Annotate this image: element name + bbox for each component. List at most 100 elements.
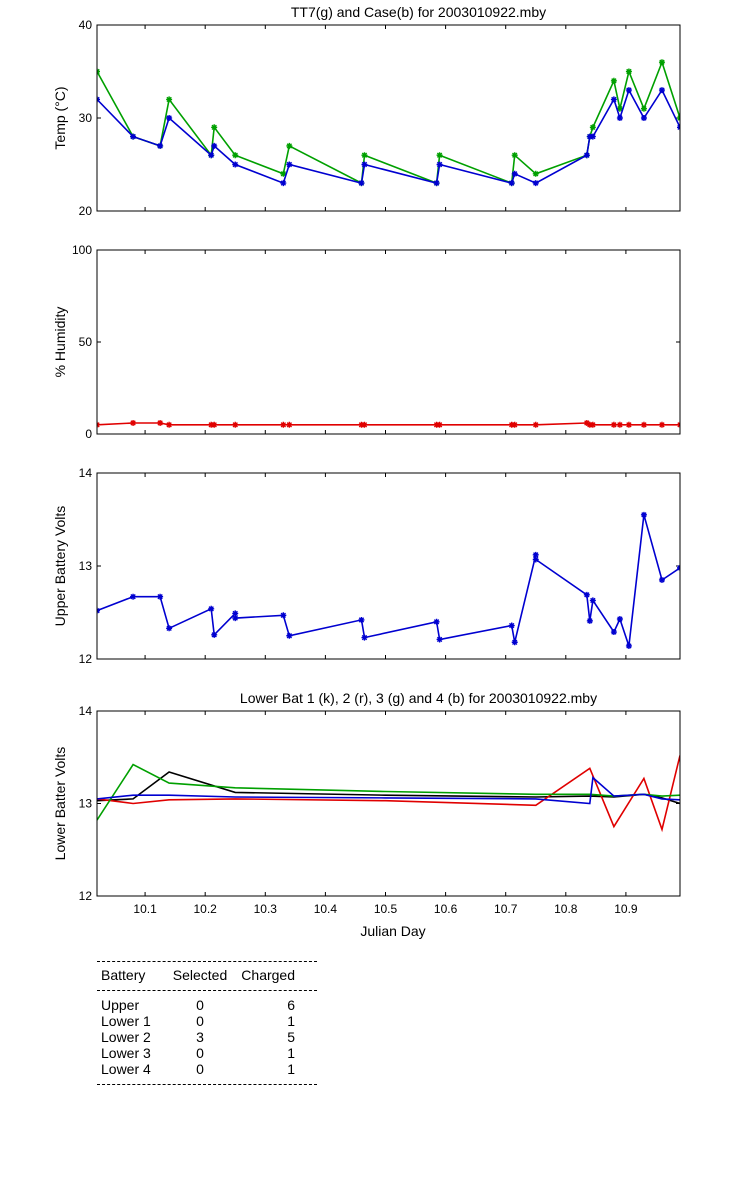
y-tick-label: 40: [79, 18, 93, 32]
series-line: [97, 59, 680, 185]
x-tick-label: 10.1: [133, 902, 157, 916]
data-point: [589, 124, 596, 131]
table-body: Upper 0 6 Lower 1 0 1 Lower 2 3 5 Lower …: [97, 991, 317, 1084]
data-point: [658, 421, 665, 428]
data-point: [658, 59, 665, 66]
data-point: [640, 105, 647, 112]
cell-charged: 5: [287, 1029, 295, 1045]
data-point: [532, 180, 539, 187]
chart-title: TT7(g) and Case(b) for 2003010922.mby: [291, 4, 546, 20]
data-point: [166, 625, 173, 632]
y-axis-label: Temp (°C): [52, 86, 68, 149]
x-axis-label: Julian Day: [360, 923, 425, 939]
data-point: [508, 622, 515, 629]
data-point: [508, 421, 515, 428]
table-header-rule: [97, 990, 317, 991]
cell-battery: Lower 4: [101, 1061, 151, 1077]
data-point: [610, 421, 617, 428]
y-tick-label: 14: [79, 704, 93, 718]
data-point: [166, 115, 173, 121]
cell-selected: 0: [196, 997, 204, 1013]
cell-battery: Lower 3: [101, 1045, 151, 1061]
cell-charged: 1: [287, 1013, 295, 1029]
data-point: [511, 152, 518, 159]
series-line: [97, 755, 680, 833]
data-point: [361, 161, 368, 168]
data-point: [166, 421, 173, 428]
y-axis-label: % Humidity: [52, 307, 68, 378]
cell-selected: 3: [196, 1029, 204, 1045]
x-tick-label: 10.5: [374, 902, 398, 916]
data-point: [286, 632, 293, 639]
data-point: [511, 421, 518, 428]
data-point: [361, 634, 368, 641]
plot-frame: [96, 24, 681, 212]
x-tick-label: 10.7: [494, 902, 518, 916]
x-tick-label: 10.6: [434, 902, 458, 916]
data-point: [625, 421, 632, 428]
data-point: [658, 576, 665, 583]
data-point: [586, 133, 593, 140]
series-1: [97, 511, 680, 649]
data-point: [232, 161, 239, 168]
chart-panel-2: 0 50 100 % Humidity: [52, 243, 681, 441]
data-point: [586, 617, 593, 624]
y-tick-label: 13: [79, 559, 93, 573]
data-point: [583, 419, 590, 426]
header-charged: Charged: [241, 967, 295, 983]
table-row: Lower 1 0 1: [97, 1013, 317, 1029]
data-point: [157, 419, 164, 426]
table-bottom-rule: [97, 1084, 317, 1085]
series-2: [97, 755, 680, 833]
data-point: [232, 152, 239, 159]
data-point: [532, 170, 539, 177]
data-point: [280, 170, 287, 177]
data-point: [625, 642, 632, 649]
data-point: [625, 68, 632, 75]
data-point: [616, 105, 623, 112]
data-point: [511, 170, 518, 177]
plot-frame: [96, 249, 681, 435]
data-point: [436, 161, 443, 168]
table-header-row: Battery Selected Charged: [97, 962, 317, 990]
data-point: [433, 421, 440, 428]
table-top-rule: [97, 961, 317, 962]
data-point: [433, 180, 440, 187]
data-point: [616, 616, 623, 623]
data-point: [583, 152, 590, 159]
y-axis-label: Lower Batter Volts: [52, 747, 68, 861]
data-point: [640, 511, 647, 518]
data-point: [610, 629, 617, 636]
data-point: [658, 87, 665, 94]
data-point: [610, 96, 617, 103]
data-point: [361, 421, 368, 428]
data-point: [280, 180, 287, 187]
cell-selected: 0: [196, 1045, 204, 1061]
series-line: [97, 775, 680, 805]
data-point: [436, 152, 443, 159]
series-1: [97, 59, 680, 187]
data-point: [610, 77, 617, 84]
x-tick-label: 10.2: [194, 902, 218, 916]
cell-charged: 1: [287, 1045, 295, 1061]
data-point: [589, 597, 596, 604]
x-tick-label: 10.4: [314, 902, 338, 916]
x-tick-label: 10.9: [614, 902, 638, 916]
y-tick-label: 0: [85, 427, 92, 441]
table-row: Lower 3 0 1: [97, 1045, 317, 1061]
y-tick-label: 20: [79, 204, 93, 218]
data-point: [436, 636, 443, 643]
data-point: [532, 551, 539, 558]
data-point: [211, 421, 218, 428]
data-point: [280, 612, 287, 619]
data-point: [130, 133, 137, 140]
y-tick-label: 14: [79, 466, 93, 480]
series-2: [97, 87, 680, 187]
cell-battery: Lower 1: [101, 1013, 151, 1029]
data-point: [358, 421, 365, 428]
data-point: [616, 115, 623, 121]
data-point: [166, 96, 173, 103]
cell-selected: 0: [196, 1013, 204, 1029]
data-point: [232, 421, 239, 428]
